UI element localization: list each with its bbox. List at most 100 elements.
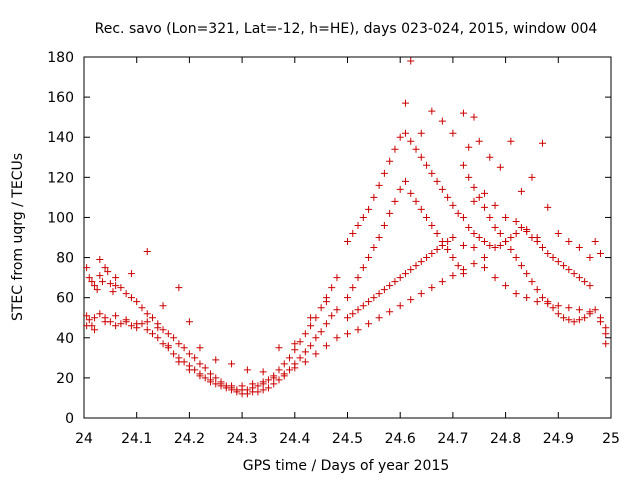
data-point [423, 254, 431, 262]
y-tick-label: 160 [47, 90, 74, 106]
data-point [307, 314, 315, 322]
data-point [544, 250, 552, 258]
data-point [106, 280, 114, 288]
x-tick-label: 24.1 [121, 431, 152, 447]
data-point [354, 221, 362, 229]
data-point [259, 378, 267, 386]
data-point [354, 274, 362, 282]
data-point [380, 169, 388, 177]
data-point [570, 318, 578, 326]
data-point [175, 284, 183, 292]
data-point [391, 278, 399, 286]
data-point [401, 99, 409, 107]
data-point [481, 189, 489, 197]
data-point [112, 312, 120, 320]
data-point [523, 225, 531, 233]
data-point [407, 296, 415, 304]
data-point [83, 264, 91, 272]
data-point [344, 238, 351, 246]
data-point [122, 318, 130, 326]
data-point [407, 57, 415, 65]
data-point [117, 320, 125, 328]
data-point [254, 382, 262, 390]
data-point [386, 157, 394, 165]
data-point [565, 304, 573, 312]
data-point [554, 302, 562, 310]
data-point [428, 250, 436, 258]
data-point [565, 316, 573, 324]
data-point [206, 378, 214, 386]
data-point [138, 304, 146, 312]
data-point [333, 334, 341, 342]
data-point [401, 270, 409, 278]
y-tick-label: 140 [47, 130, 74, 146]
data-point [512, 229, 520, 237]
data-point [401, 177, 409, 185]
data-point [243, 390, 251, 398]
data-point [423, 213, 431, 221]
data-point [185, 350, 193, 358]
data-point [486, 213, 494, 221]
data-point [433, 177, 441, 185]
data-point [93, 286, 101, 294]
data-point [391, 145, 399, 153]
data-point [533, 298, 541, 306]
data-point [301, 348, 309, 356]
data-point [317, 328, 325, 336]
data-point [228, 382, 236, 390]
data-point [307, 342, 315, 350]
data-point [349, 310, 357, 318]
data-point [470, 113, 478, 121]
data-point [417, 258, 425, 266]
data-point [322, 298, 330, 306]
data-point [149, 330, 157, 338]
data-point [191, 354, 199, 362]
data-point [423, 161, 431, 169]
data-point [523, 294, 531, 302]
data-point [407, 137, 415, 145]
x-tick-label: 24.3 [227, 431, 258, 447]
data-point [560, 314, 568, 322]
data-point [312, 334, 320, 342]
data-point [196, 360, 204, 368]
data-point [491, 274, 499, 282]
data-point [243, 366, 251, 374]
data-point [196, 344, 204, 352]
data-point [359, 213, 367, 221]
data-point [391, 197, 399, 205]
data-point [596, 314, 604, 322]
data-point [296, 354, 304, 362]
data-point [502, 282, 510, 290]
data-point [586, 254, 594, 262]
data-point [481, 238, 489, 246]
data-point [301, 358, 309, 366]
data-point [428, 221, 436, 229]
data-point [328, 312, 336, 320]
data-point [470, 229, 478, 237]
data-point [154, 334, 162, 342]
data-point [206, 370, 214, 378]
data-point [127, 270, 135, 278]
x-tick-label: 24.8 [490, 431, 521, 447]
data-point [133, 320, 141, 328]
data-point [575, 306, 583, 314]
data-point [533, 286, 541, 294]
data-point [560, 262, 568, 270]
data-point [307, 322, 315, 330]
data-point [164, 330, 172, 338]
data-point [575, 244, 583, 252]
data-point [159, 302, 167, 310]
data-point [359, 302, 367, 310]
data-point [91, 314, 99, 322]
data-point [264, 384, 272, 392]
data-point [475, 193, 483, 201]
x-axis-label: GPS time / Days of year 2015 [243, 458, 450, 474]
data-point [470, 244, 478, 252]
data-point [264, 376, 272, 384]
data-point [386, 308, 394, 316]
data-point [375, 290, 383, 298]
data-point [528, 278, 536, 286]
data-point [222, 384, 230, 392]
data-point [412, 145, 420, 153]
